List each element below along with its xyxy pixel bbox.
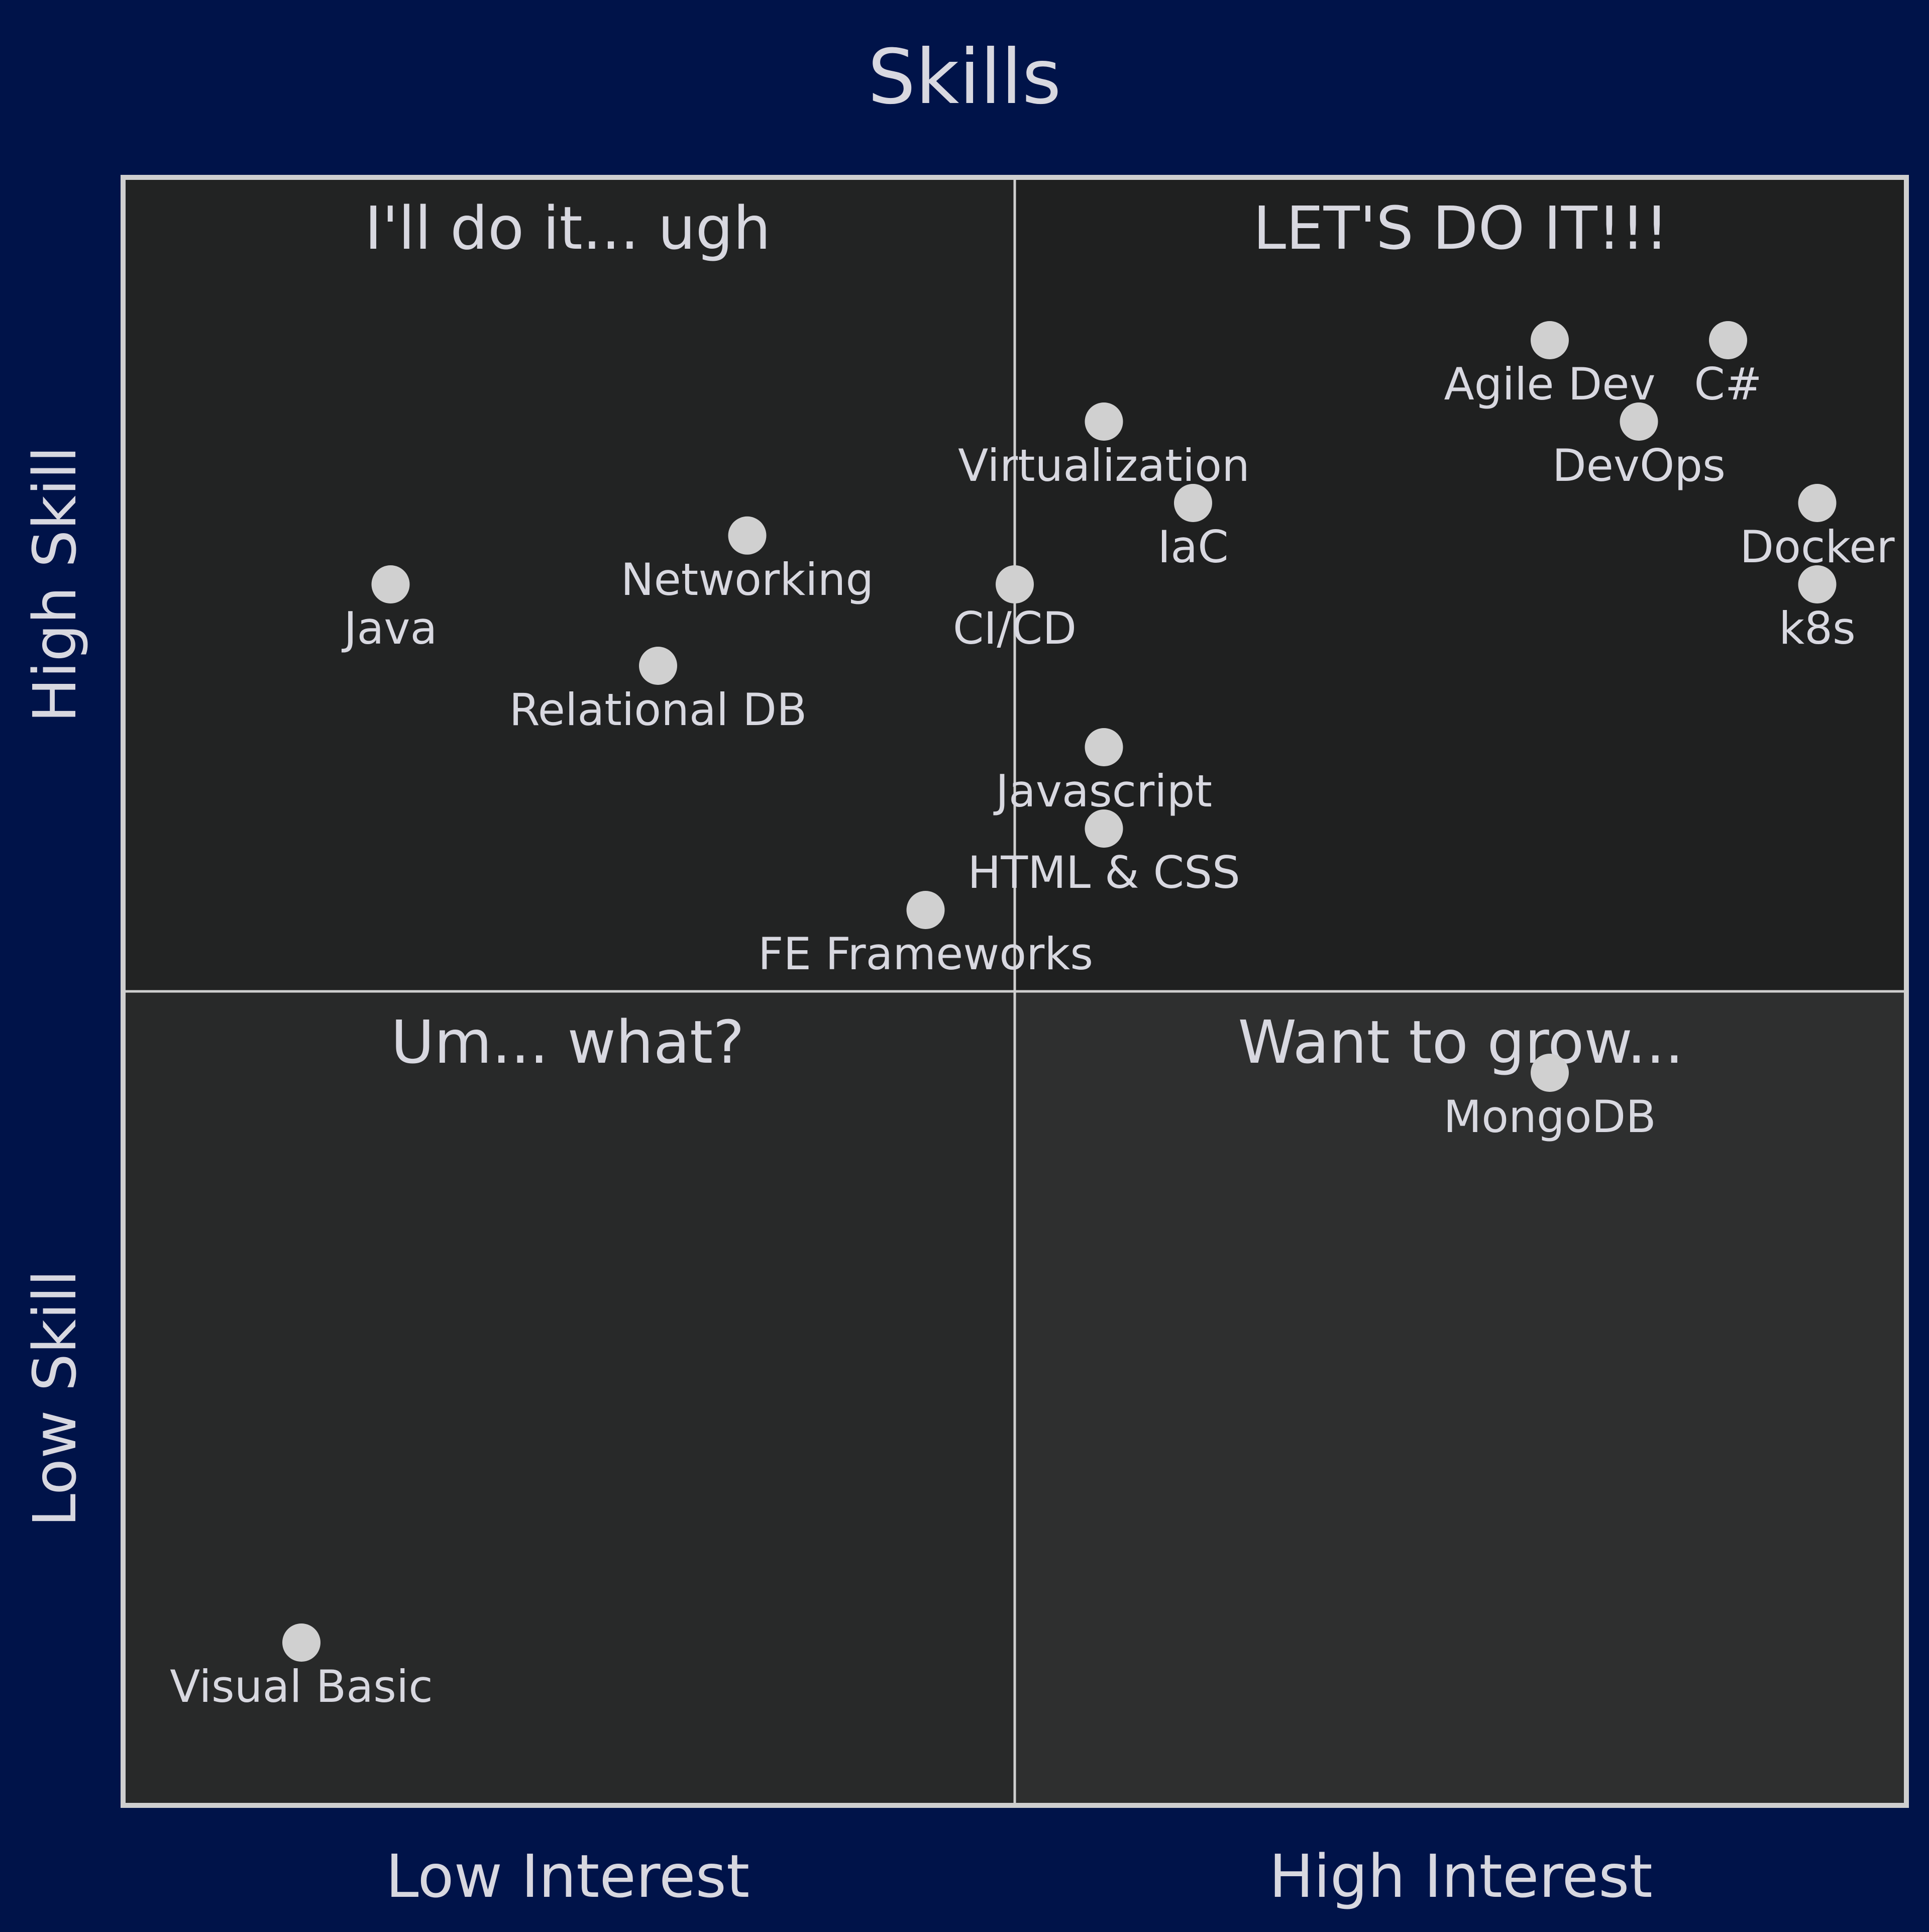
data-point-javascript — [1085, 728, 1123, 766]
x-axis-label-low: Low Interest — [386, 1842, 750, 1911]
data-point-ci-cd — [996, 565, 1034, 603]
data-point-html-css — [1085, 809, 1123, 848]
plot-frame — [121, 175, 1909, 1808]
quadrant-top-right — [1015, 177, 1906, 991]
data-label-java: Java — [342, 602, 438, 654]
data-label-visual-basic: Visual Basic — [170, 1661, 433, 1712]
data-label-k8s: k8s — [1779, 602, 1856, 654]
quadrant-label-top-left: I'll do it... ugh — [365, 193, 771, 263]
data-point-iac — [1174, 484, 1212, 522]
quadrant-label-bottom-left: Um... what? — [391, 1007, 744, 1077]
data-label-networking: Networking — [621, 554, 874, 605]
chart-title: Skills — [868, 34, 1061, 121]
data-point-relational-db — [639, 647, 677, 685]
quadrant-label-top-right: LET'S DO IT!!! — [1253, 193, 1668, 263]
data-label-agile-dev: Agile Dev — [1444, 358, 1655, 410]
data-label-iac: IaC — [1157, 521, 1228, 573]
data-label-mongodb: MongoDB — [1443, 1091, 1656, 1143]
data-label-fe-frameworks: FE Frameworks — [758, 928, 1093, 980]
quadrant-bottom-left — [123, 991, 1015, 1805]
data-label-docker: Docker — [1740, 521, 1895, 573]
quadrant-bottom-right — [1015, 991, 1906, 1805]
data-points: Agile Dev C# DevOps Virtualization IaC Docker… — [170, 321, 1895, 1712]
data-label-html-css: HTML & CSS — [968, 847, 1240, 898]
quadrant-top-left — [123, 177, 1015, 991]
data-label-ci-cd: CI/CD — [953, 602, 1077, 654]
quadrant-label-bottom-right: Want to grow... — [1238, 1007, 1683, 1077]
data-point-fe-frameworks — [906, 891, 945, 929]
data-label-javascript: Javascript — [993, 765, 1212, 817]
data-point-devops — [1620, 402, 1658, 441]
data-point-docker — [1798, 484, 1837, 522]
x-axis-label-high: High Interest — [1269, 1842, 1652, 1911]
data-point-virtualization — [1085, 402, 1123, 441]
data-point-networking — [728, 516, 767, 555]
data-point-c — [1709, 321, 1747, 359]
data-label-devops: DevOps — [1552, 440, 1726, 491]
data-point-mongodb — [1531, 1054, 1569, 1092]
data-point-agile-dev — [1531, 321, 1569, 359]
data-label-c: C# — [1694, 358, 1762, 410]
data-point-k8s — [1798, 565, 1837, 603]
data-point-java — [371, 565, 410, 603]
data-label-relational-db: Relational DB — [509, 684, 807, 736]
y-axis-label-high: High Skill — [20, 446, 89, 723]
y-axis-label-low: Low Skill — [20, 1270, 89, 1527]
data-point-visual-basic — [282, 1623, 320, 1662]
data-label-virtualization: Virtualization — [958, 440, 1250, 491]
